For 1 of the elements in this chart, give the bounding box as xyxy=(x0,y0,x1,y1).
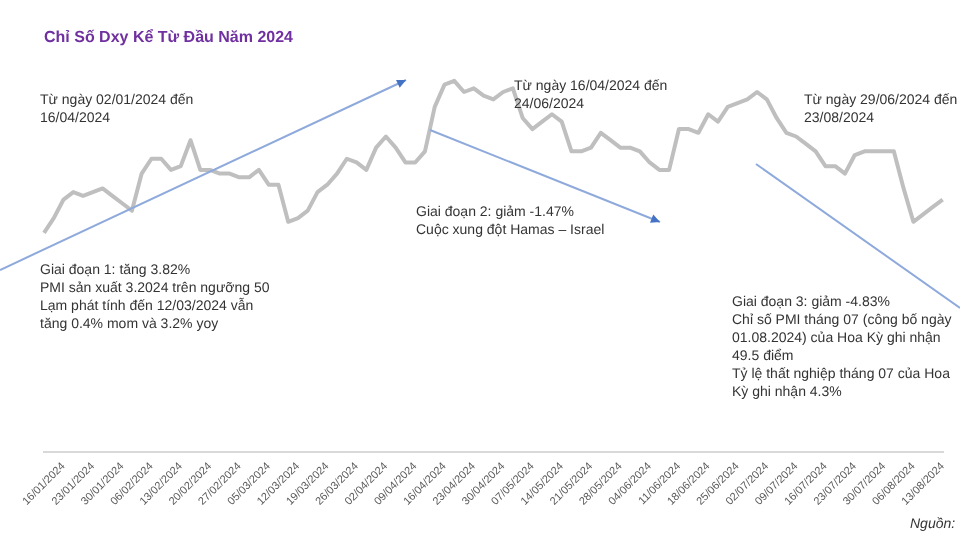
chart-title: Chỉ Số Dxy Kể Từ Đầu Năm 2024 xyxy=(44,28,295,47)
